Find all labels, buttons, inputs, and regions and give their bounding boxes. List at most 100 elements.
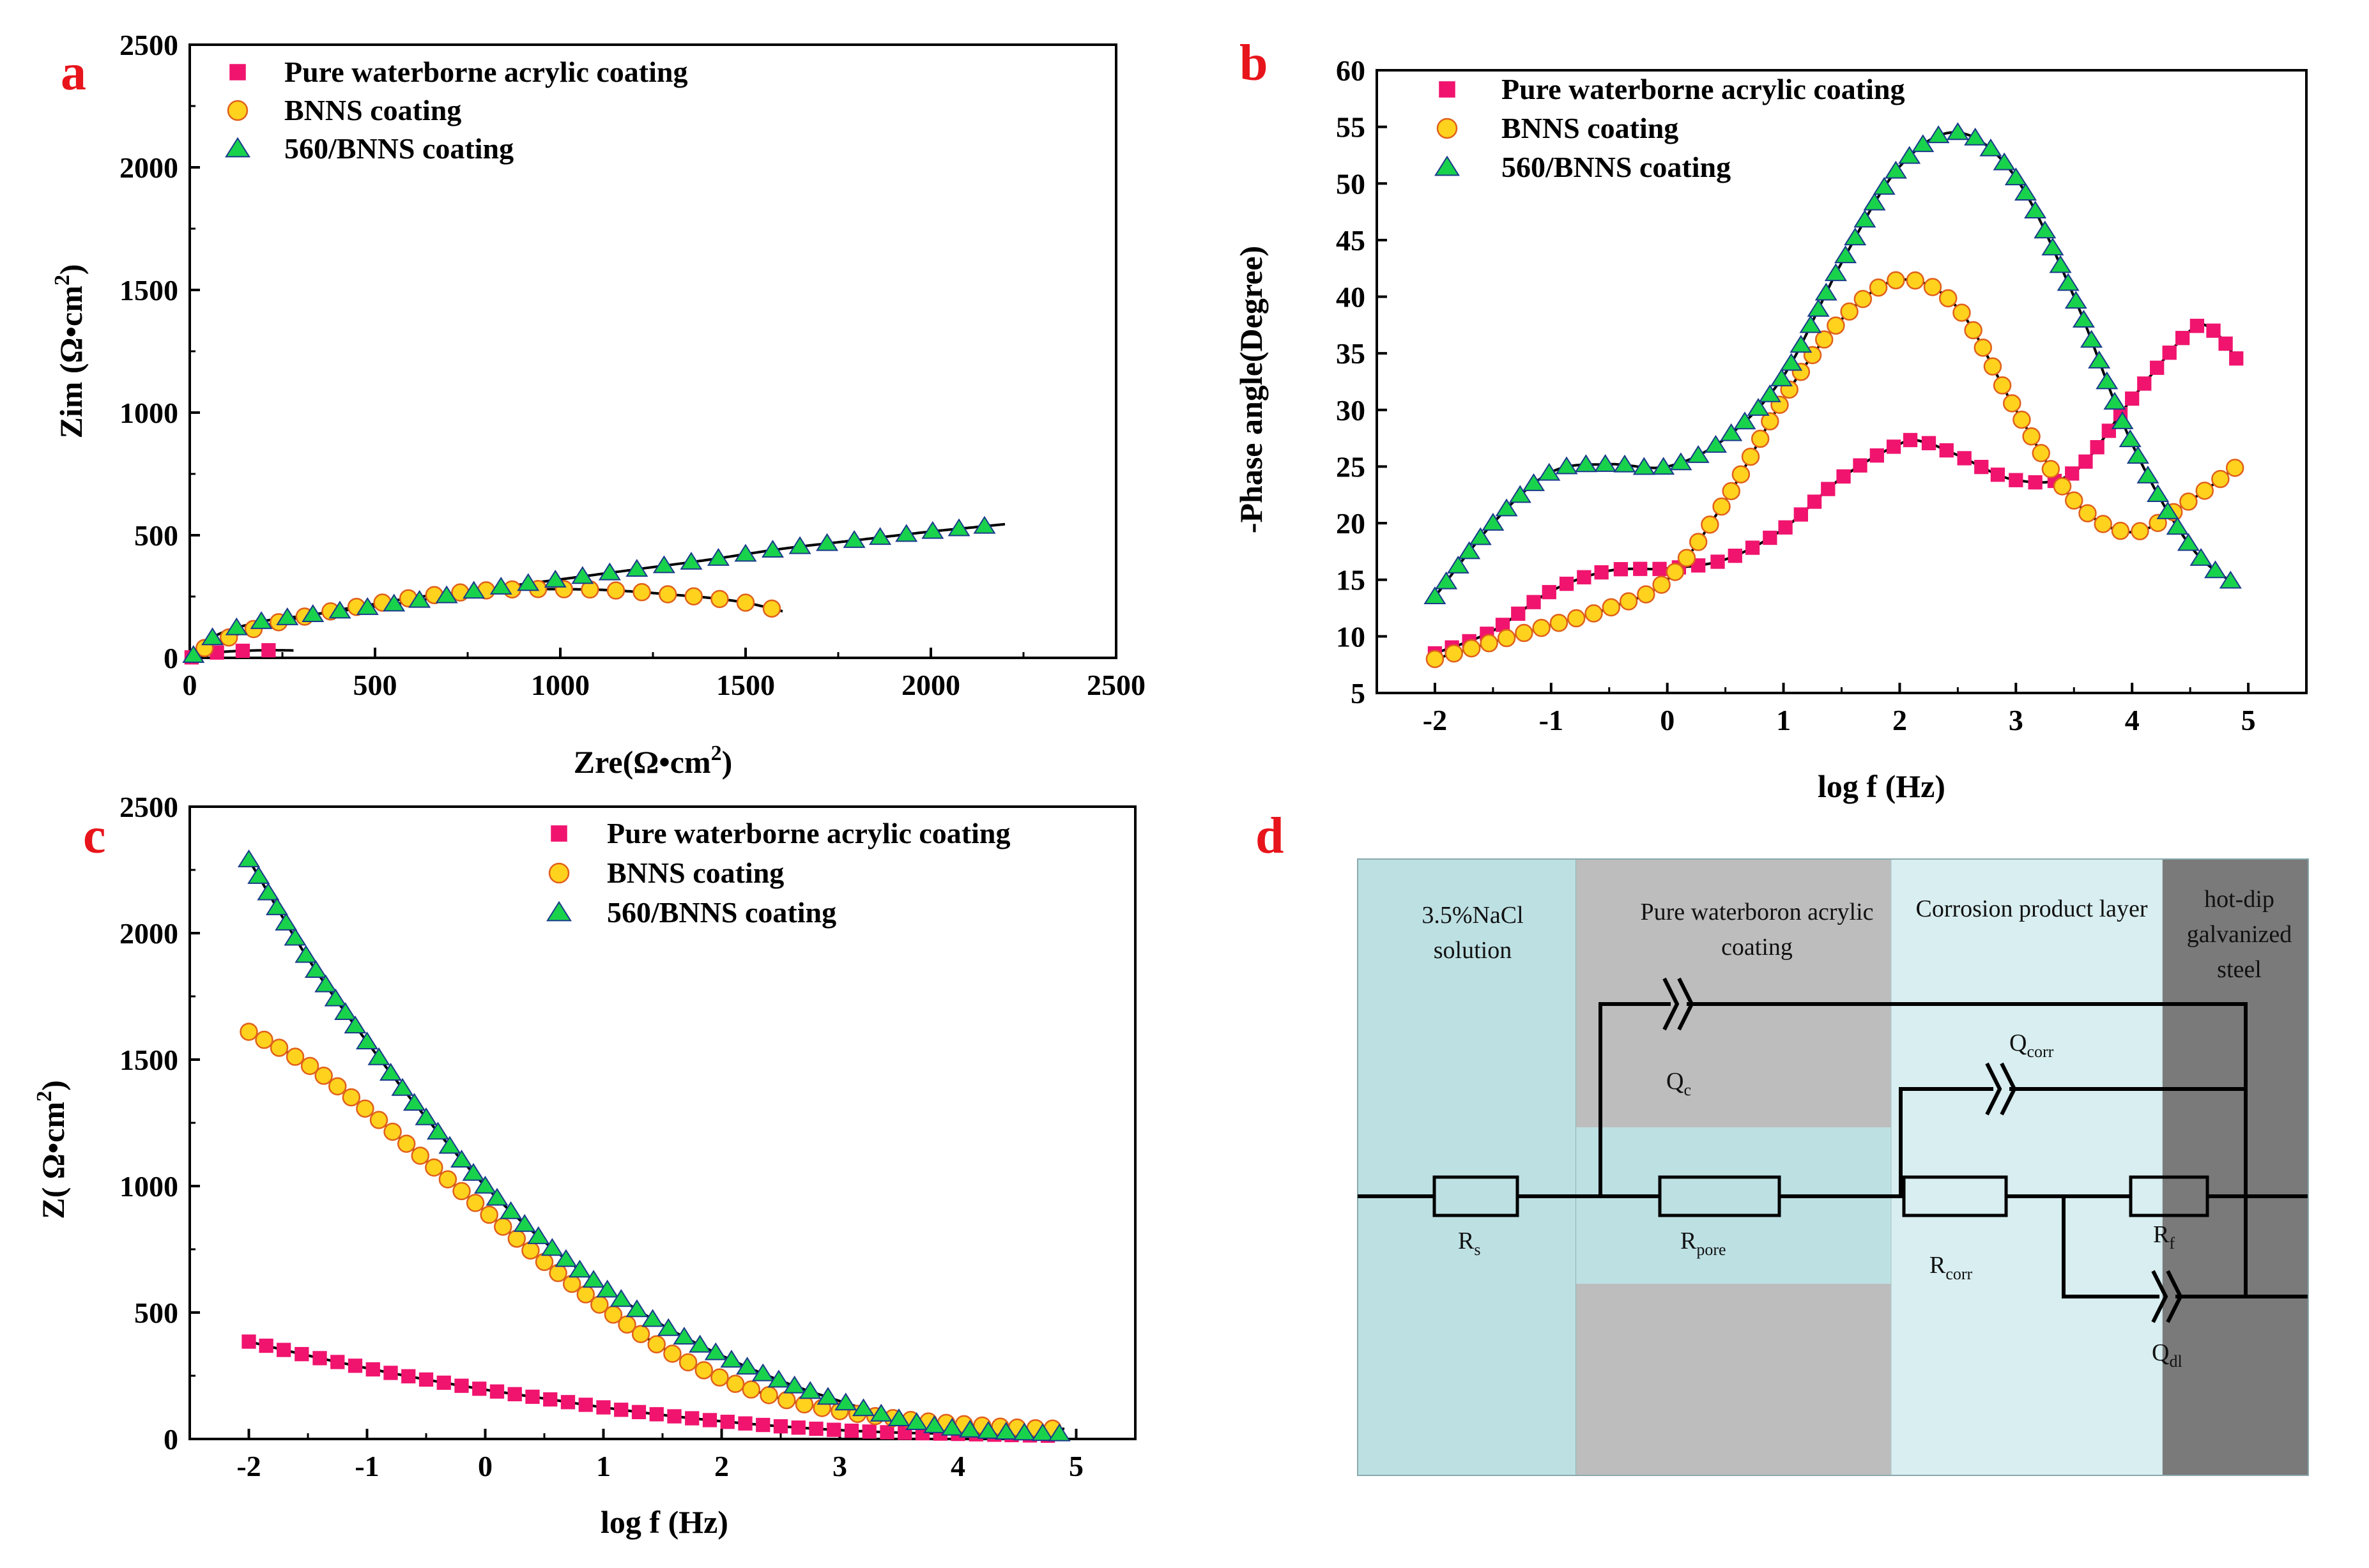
data-point — [324, 988, 347, 1007]
legend-marker — [546, 901, 572, 922]
data-point — [1869, 448, 1884, 463]
data-point — [734, 544, 757, 562]
data-point — [259, 1338, 273, 1353]
data-point — [1939, 443, 1954, 458]
data-point — [1048, 1423, 1071, 1442]
data-point — [726, 1374, 745, 1393]
data-point — [365, 1362, 380, 1377]
data-point — [614, 1403, 629, 1417]
data-point — [1733, 411, 1756, 430]
data-point — [720, 1415, 735, 1429]
data-point — [689, 1334, 712, 1353]
data-point — [544, 569, 567, 588]
data-point — [304, 960, 327, 978]
data-point — [1898, 146, 1921, 164]
data-point — [1567, 609, 1586, 628]
data-point — [1701, 515, 1719, 534]
data-point — [247, 865, 270, 884]
cpe-qc — [1662, 977, 1694, 1031]
label-nacl-solution: solution — [1434, 937, 1512, 964]
data-point — [2072, 310, 2095, 328]
data-point — [947, 518, 970, 537]
data-point — [402, 1093, 426, 1111]
data-point — [397, 1134, 416, 1153]
x-tick-labels-a: 0 500 1000 1500 2000 2500 — [183, 669, 1146, 701]
data-point — [1836, 469, 1851, 484]
data-point — [1538, 462, 1561, 481]
legend-marker — [548, 862, 570, 884]
legend-marker-shape — [229, 64, 246, 80]
y-tick-label: 1000 — [119, 397, 178, 429]
data-point — [702, 1413, 717, 1427]
data-point — [489, 576, 512, 595]
data-point — [2028, 475, 2043, 490]
data-point — [761, 540, 785, 558]
label-coating-2: coating — [1721, 934, 1793, 961]
region-coating-top — [1576, 859, 1891, 1127]
data-point — [1728, 549, 1742, 563]
series-bnns-c — [240, 1023, 1062, 1438]
label-corrosion: Corrosion product layer — [1915, 895, 2147, 922]
data-point — [2189, 319, 2205, 333]
data-point — [657, 1318, 680, 1336]
data-point — [1712, 497, 1731, 516]
data-point — [543, 1392, 558, 1407]
data-point — [1853, 289, 1873, 308]
data-point — [2219, 570, 2242, 589]
data-point — [1741, 447, 1760, 466]
data-point — [472, 1382, 487, 1396]
data-point — [710, 1368, 729, 1387]
data-point — [1446, 555, 1469, 574]
data-point — [760, 1386, 778, 1404]
legend-marker-shape — [225, 137, 250, 158]
x-tick-label: 2000 — [901, 669, 960, 701]
data-point — [312, 1351, 327, 1366]
data-point — [2022, 427, 2041, 446]
x-tick-label: 5 — [2241, 704, 2256, 736]
data-point — [2206, 323, 2221, 338]
data-point — [438, 1170, 457, 1189]
x-tick-label: 3 — [832, 1450, 847, 1482]
data-point — [182, 644, 205, 663]
data-point — [834, 1392, 857, 1411]
data-point — [578, 1397, 593, 1412]
data-point — [844, 1423, 859, 1438]
data-point — [466, 1194, 485, 1212]
x-tick-label: -1 — [355, 1450, 379, 1482]
data-point — [549, 1263, 567, 1283]
x-tick-label: 1500 — [716, 669, 775, 701]
legend-marker-shape — [227, 100, 249, 121]
y-tick-label: 25 — [1336, 450, 1365, 483]
region-steel — [2163, 859, 2308, 1475]
data-point — [225, 617, 248, 636]
data-point — [1923, 278, 1942, 296]
legend-a: Pure waterborne acrylic coating BNNS coa… — [225, 56, 687, 165]
circuit-frame — [1357, 858, 2309, 1476]
x-tick-label: 0 — [478, 1450, 493, 1482]
data-point — [2111, 521, 2130, 540]
data-point — [369, 1111, 388, 1129]
data-point — [625, 559, 648, 577]
data-point — [1912, 134, 1935, 153]
data-point — [383, 1366, 398, 1380]
y-tick-label: 2000 — [119, 151, 178, 184]
data-point — [2053, 477, 2072, 496]
resistor-rpore — [1658, 1175, 1781, 1217]
data-point — [1799, 315, 1822, 333]
data-point — [773, 1419, 788, 1434]
data-point — [1790, 335, 1813, 353]
cpe-qdl — [2151, 1270, 2183, 1323]
data-point — [314, 974, 337, 993]
data-point — [2096, 371, 2119, 390]
data-point — [2078, 454, 2093, 469]
data-point — [1964, 321, 1982, 340]
data-point — [1903, 432, 1918, 448]
data-point — [356, 597, 379, 615]
data-point — [494, 1217, 512, 1236]
data-point — [426, 1122, 450, 1140]
data-point — [507, 1387, 522, 1401]
data-point — [1821, 482, 1836, 496]
data-point — [300, 1056, 319, 1076]
label-rcorr: Rcorr — [1929, 1252, 1973, 1283]
x-tick-label: 2500 — [1087, 669, 1146, 701]
